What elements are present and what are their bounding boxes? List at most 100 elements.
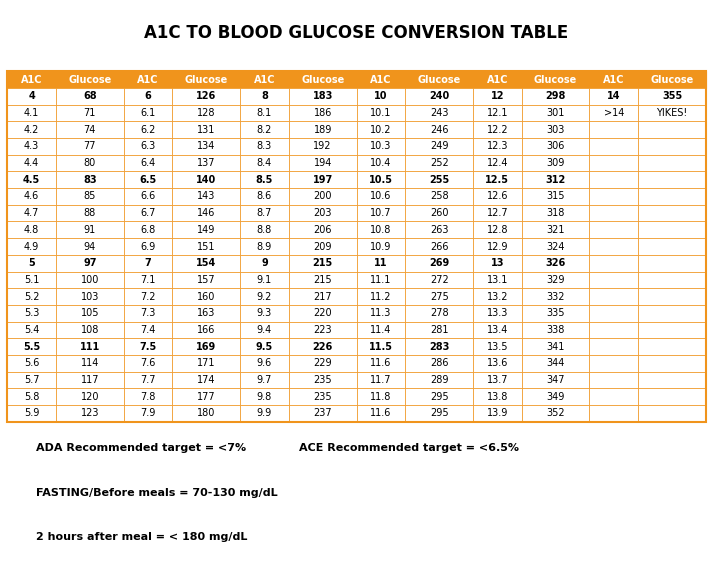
Text: 149: 149 (197, 225, 215, 235)
Bar (123, 121, 173, 138)
Text: 192: 192 (314, 141, 332, 152)
Bar (123, 105, 173, 121)
Bar (123, 339, 173, 355)
Text: A1C: A1C (486, 75, 508, 84)
Text: 215: 215 (312, 258, 333, 268)
Bar (289, 138, 356, 154)
Text: 105: 105 (81, 308, 99, 318)
Text: 174: 174 (197, 375, 215, 385)
Text: 252: 252 (430, 158, 448, 168)
Bar (522, 172, 590, 188)
Bar (56, 355, 123, 372)
Text: 7.8: 7.8 (140, 392, 155, 402)
Text: 295: 295 (430, 409, 448, 418)
Bar (522, 305, 590, 321)
Bar (173, 188, 240, 205)
Text: 126: 126 (196, 91, 216, 101)
Text: 12.8: 12.8 (486, 225, 508, 235)
Bar (405, 205, 473, 222)
Text: 10.3: 10.3 (370, 141, 391, 152)
Text: A1C: A1C (137, 75, 159, 84)
Bar (56, 238, 123, 255)
Bar (638, 321, 706, 339)
Bar (56, 405, 123, 422)
Bar (638, 154, 706, 172)
Bar (356, 222, 405, 238)
Bar (522, 405, 590, 422)
Text: 12.6: 12.6 (486, 192, 508, 201)
Text: 183: 183 (312, 91, 333, 101)
Bar (405, 71, 473, 88)
Bar (405, 88, 473, 105)
Text: 235: 235 (314, 375, 332, 385)
Text: 194: 194 (314, 158, 332, 168)
Text: 123: 123 (81, 409, 99, 418)
Bar (405, 154, 473, 172)
Bar (473, 388, 522, 405)
Bar (473, 205, 522, 222)
Text: 189: 189 (314, 125, 332, 135)
Bar (356, 188, 405, 205)
Bar (240, 121, 289, 138)
Text: 226: 226 (312, 341, 333, 352)
Text: 10: 10 (374, 91, 388, 101)
Bar (56, 255, 123, 271)
Bar (7, 121, 56, 138)
Bar (590, 271, 638, 288)
Bar (173, 405, 240, 422)
Bar (123, 288, 173, 305)
Bar (590, 71, 638, 88)
Text: 229: 229 (314, 359, 332, 368)
Text: 206: 206 (314, 225, 332, 235)
Text: 13.2: 13.2 (486, 292, 508, 302)
Bar (473, 138, 522, 154)
Text: 7.2: 7.2 (140, 292, 155, 302)
Text: 258: 258 (430, 192, 448, 201)
Text: 321: 321 (546, 225, 565, 235)
Text: 11.3: 11.3 (370, 308, 391, 318)
Text: 11.6: 11.6 (370, 359, 391, 368)
Text: 140: 140 (196, 175, 216, 185)
Bar (638, 339, 706, 355)
Text: 12.7: 12.7 (486, 208, 508, 218)
Bar (7, 372, 56, 388)
Bar (522, 188, 590, 205)
Text: 324: 324 (546, 242, 565, 251)
Text: 4: 4 (28, 91, 35, 101)
Bar (123, 71, 173, 88)
Bar (473, 238, 522, 255)
Bar (522, 105, 590, 121)
Text: 120: 120 (81, 392, 99, 402)
Text: 255: 255 (429, 175, 449, 185)
Bar (638, 388, 706, 405)
Text: 10.4: 10.4 (370, 158, 391, 168)
Bar (173, 238, 240, 255)
Text: 312: 312 (545, 175, 565, 185)
Text: 5.1: 5.1 (24, 275, 39, 285)
Bar (7, 105, 56, 121)
Text: 13.4: 13.4 (487, 325, 508, 335)
Text: 215: 215 (314, 275, 332, 285)
Text: A1C: A1C (254, 75, 275, 84)
Text: 80: 80 (83, 158, 96, 168)
Text: 200: 200 (314, 192, 332, 201)
Text: A1C: A1C (370, 75, 391, 84)
Bar (123, 271, 173, 288)
Text: 88: 88 (83, 208, 96, 218)
Text: 5.5: 5.5 (23, 341, 40, 352)
Text: 4.5: 4.5 (23, 175, 40, 185)
Bar (590, 154, 638, 172)
Bar (240, 271, 289, 288)
Bar (638, 305, 706, 321)
Text: 8.9: 8.9 (257, 242, 272, 251)
Bar (7, 238, 56, 255)
Text: 223: 223 (314, 325, 332, 335)
Bar (405, 288, 473, 305)
Bar (240, 138, 289, 154)
Text: 283: 283 (429, 341, 449, 352)
Text: 103: 103 (81, 292, 99, 302)
Text: 10.9: 10.9 (370, 242, 391, 251)
Bar (638, 188, 706, 205)
Text: 5.6: 5.6 (24, 359, 39, 368)
Bar (405, 271, 473, 288)
